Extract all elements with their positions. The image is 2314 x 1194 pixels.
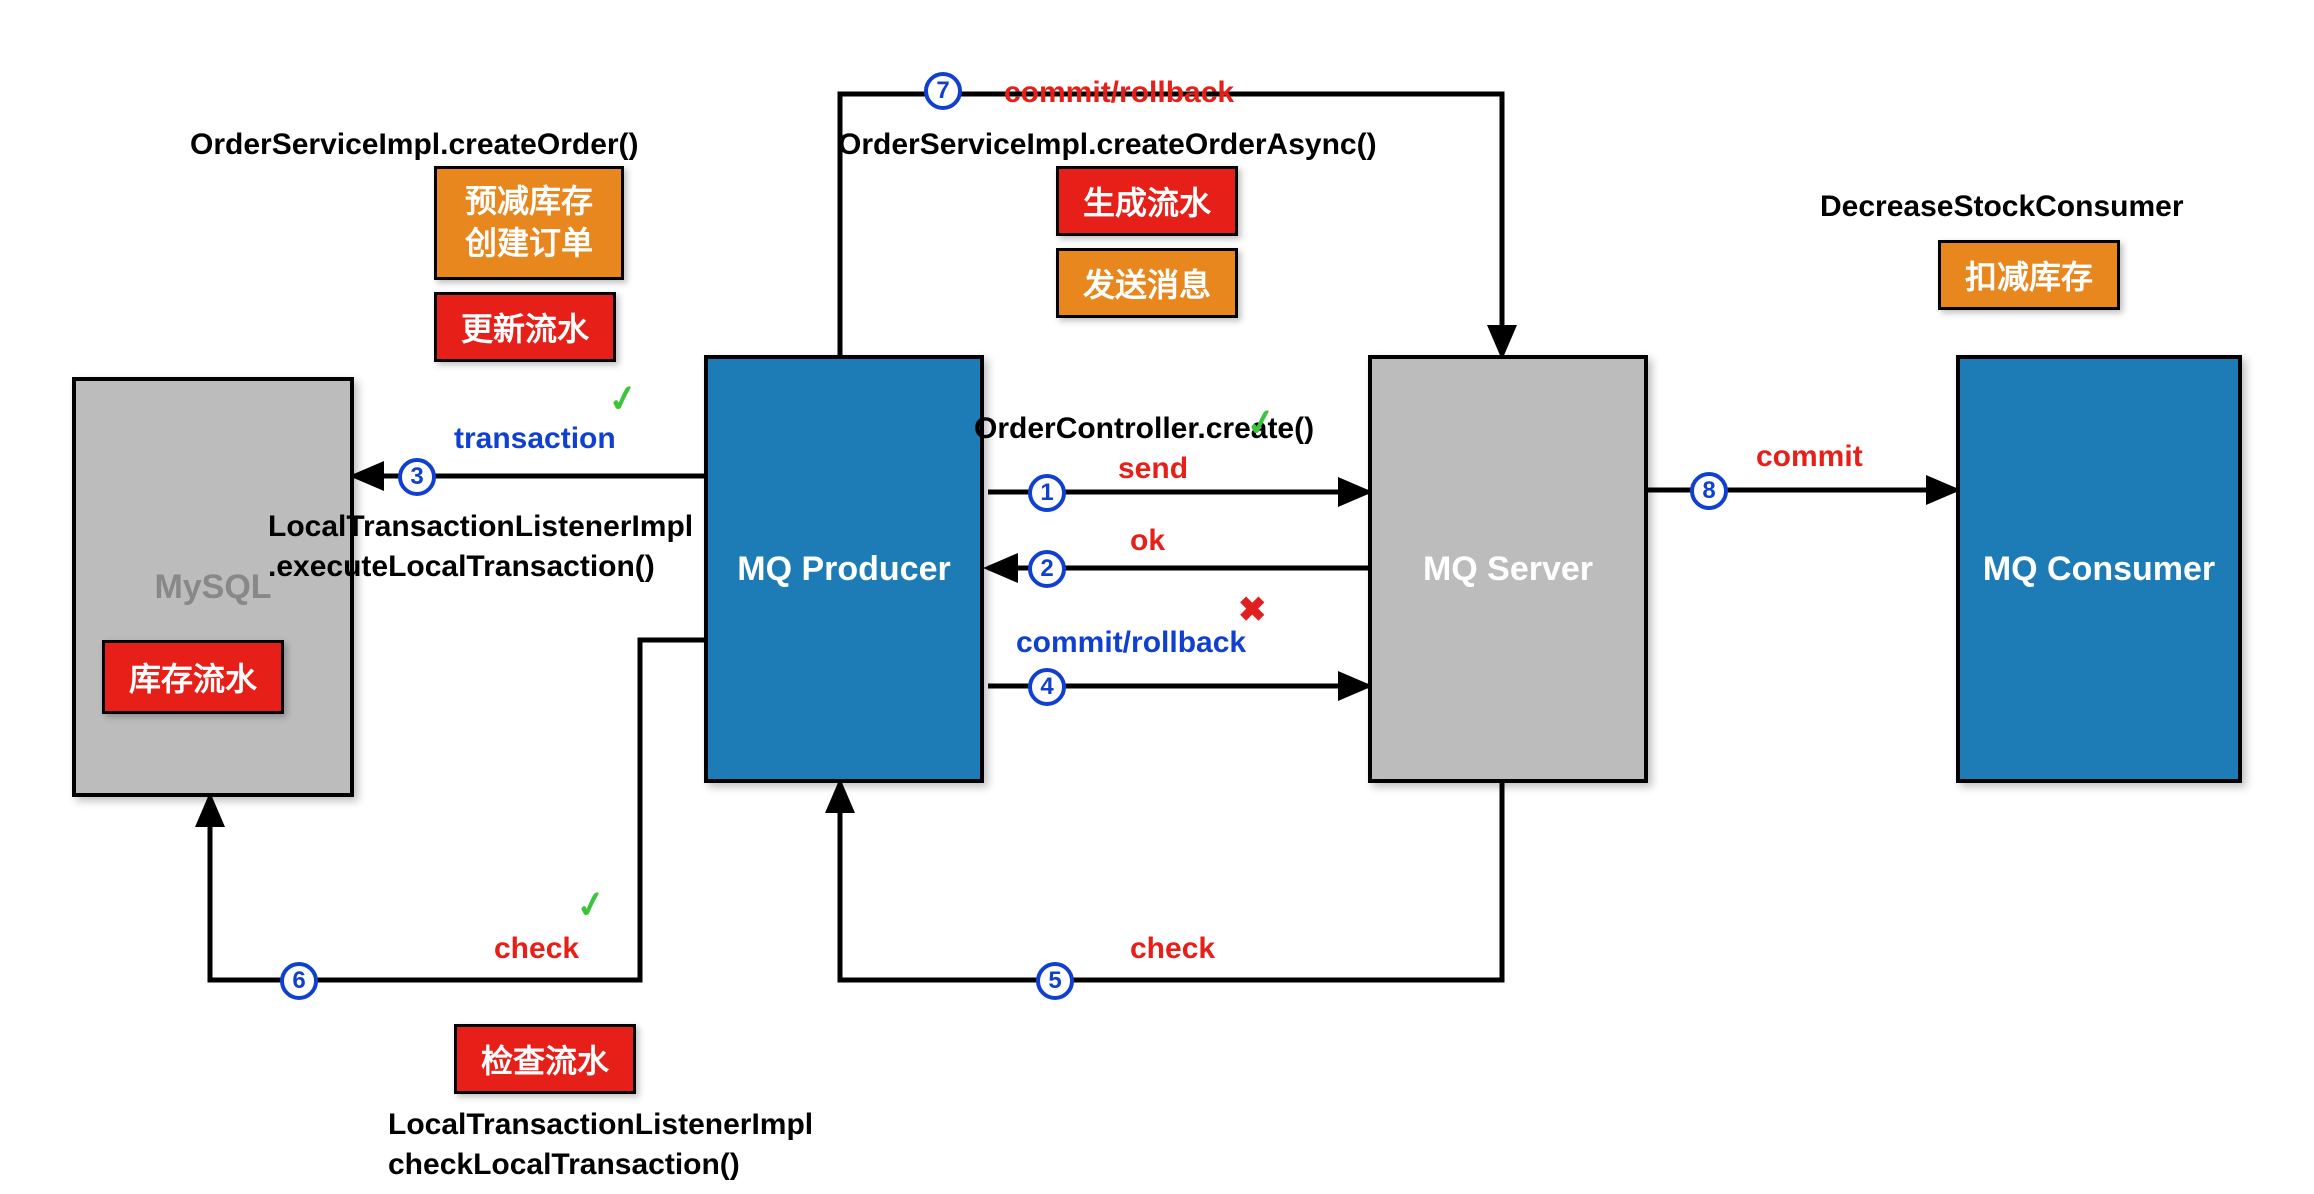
check-flow-label: 检查流水 xyxy=(481,1036,609,1082)
order-service-async-label: OrderServiceImpl.createOrderAsync() xyxy=(838,128,1377,162)
update-flow-box: 更新流水 xyxy=(434,292,616,362)
ok-label: ok xyxy=(1130,524,1165,558)
check-icon: ✓ xyxy=(573,882,610,929)
local-tx-listener-check-label-2: checkLocalTransaction() xyxy=(388,1148,740,1182)
step-4-badge: 4 xyxy=(1028,668,1066,706)
check-6-label: check xyxy=(494,932,579,966)
order-service-create-label: OrderServiceImpl.createOrder() xyxy=(190,128,639,162)
send-message-box: 发送消息 xyxy=(1056,248,1238,318)
mq-consumer-node: MQ Consumer xyxy=(1956,355,2242,783)
pre-decrease-create-order-box: 预减库存 创建订单 xyxy=(434,166,624,280)
check-icon: ✓ xyxy=(605,376,642,423)
local-tx-exec-label-1: LocalTransactionListenerImpl xyxy=(268,510,693,544)
cross-icon: ✖ xyxy=(1238,590,1267,630)
mysql-stock-flow-label: 库存流水 xyxy=(129,654,257,700)
step-6-badge: 6 xyxy=(280,962,318,1000)
step-5-badge: 5 xyxy=(1036,962,1074,1000)
check-icon: ✓ xyxy=(1243,400,1280,447)
mq-producer-node: MQ Producer xyxy=(704,355,984,783)
commit-rollback-7-label: commit/rollback xyxy=(1004,76,1234,110)
decrease-stock-label: 扣减库存 xyxy=(1965,252,2093,298)
local-tx-exec-label-2: .executeLocalTransaction() xyxy=(268,550,655,584)
mq-server-node: MQ Server xyxy=(1368,355,1648,783)
mq-server-label: MQ Server xyxy=(1423,550,1593,589)
commit-rollback-4-label: commit/rollback xyxy=(1016,626,1246,660)
generate-flow-box: 生成流水 xyxy=(1056,166,1238,236)
mysql-node: MySQL xyxy=(72,377,354,797)
mq-producer-label: MQ Producer xyxy=(737,550,950,589)
update-flow-label: 更新流水 xyxy=(461,304,589,350)
generate-flow-label: 生成流水 xyxy=(1083,178,1211,224)
commit-label: commit xyxy=(1756,440,1863,474)
mysql-stock-flow-box: 库存流水 xyxy=(102,640,284,714)
check-flow-box: 检查流水 xyxy=(454,1024,636,1094)
decrease-stock-box: 扣减库存 xyxy=(1938,240,2120,310)
step-7-badge: 7 xyxy=(924,72,962,110)
send-label: send xyxy=(1118,452,1188,486)
local-tx-listener-check-label-1: LocalTransactionListenerImpl xyxy=(388,1108,813,1142)
step-8-badge: 8 xyxy=(1690,472,1728,510)
pre-decrease-create-order-label: 预减库存 创建订单 xyxy=(465,181,593,264)
step-1-badge: 1 xyxy=(1028,474,1066,512)
check-5-label: check xyxy=(1130,932,1215,966)
transaction-label: transaction xyxy=(454,422,616,456)
decrease-stock-consumer-label: DecreaseStockConsumer xyxy=(1820,190,2184,224)
step-3-badge: 3 xyxy=(398,458,436,496)
step-2-badge: 2 xyxy=(1028,550,1066,588)
send-message-label: 发送消息 xyxy=(1083,260,1211,306)
mq-consumer-label: MQ Consumer xyxy=(1983,550,2215,589)
mysql-label: MySQL xyxy=(154,568,271,607)
